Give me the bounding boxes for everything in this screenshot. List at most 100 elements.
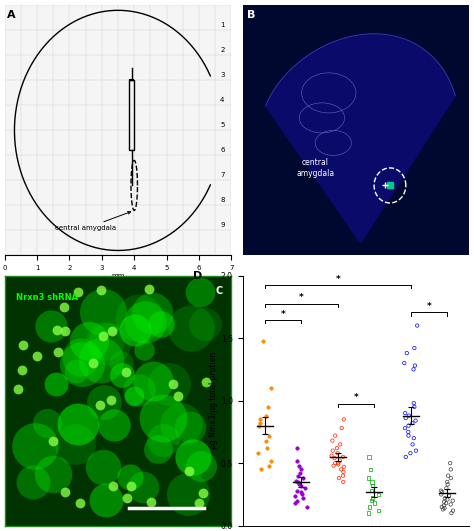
Point (299, 474, 306, 482)
Point (340, 463, 347, 471)
Point (328, 436, 336, 445)
Point (447, 500, 455, 509)
Text: *: * (299, 294, 303, 302)
Point (331, 454, 338, 463)
Text: Nrxn3 shRNA: Nrxn3 shRNA (16, 293, 78, 302)
Text: central
amygdala: central amygdala (296, 158, 334, 178)
Point (409, 440, 416, 449)
Point (412, 416, 419, 425)
Point (97, 286, 105, 295)
Point (267, 384, 274, 392)
Text: 9: 9 (220, 222, 225, 228)
Point (441, 504, 448, 512)
Point (259, 336, 267, 345)
Point (117, 359, 125, 367)
Point (410, 344, 418, 352)
Point (127, 482, 135, 490)
Point (177, 420, 184, 429)
Point (374, 507, 382, 515)
Text: *: * (354, 393, 358, 402)
Point (188, 324, 195, 332)
Point (411, 361, 419, 370)
Point (29, 478, 36, 486)
Point (375, 490, 383, 499)
Text: 8: 8 (220, 198, 225, 203)
Point (200, 489, 207, 497)
Point (135, 386, 143, 395)
Point (331, 431, 339, 440)
Point (293, 496, 301, 505)
Point (292, 499, 299, 508)
Point (335, 460, 342, 469)
Point (196, 287, 204, 296)
Point (339, 478, 347, 486)
Point (107, 396, 114, 404)
Point (49, 436, 57, 445)
Point (296, 480, 303, 489)
Point (449, 507, 457, 515)
Point (301, 484, 309, 492)
Text: *: * (281, 310, 285, 319)
Point (295, 478, 302, 486)
Point (441, 494, 449, 502)
Point (72, 367, 80, 375)
Point (157, 320, 164, 329)
Point (187, 422, 194, 431)
Text: *: * (427, 302, 431, 311)
Point (99, 308, 107, 316)
Point (108, 327, 115, 336)
Point (256, 415, 264, 424)
Point (100, 463, 107, 472)
Point (438, 490, 445, 499)
Point (185, 467, 192, 475)
Point (366, 465, 374, 474)
Point (265, 461, 273, 470)
Point (410, 434, 418, 442)
Point (118, 371, 126, 380)
Point (123, 494, 130, 502)
Point (447, 509, 455, 517)
Point (365, 509, 373, 517)
Point (159, 414, 166, 422)
Point (142, 318, 149, 326)
Point (257, 465, 264, 474)
Text: central amygdala: central amygdala (55, 211, 131, 232)
Point (165, 380, 173, 388)
Point (85, 337, 92, 346)
Point (267, 456, 274, 465)
X-axis label: mm: mm (111, 272, 125, 279)
Point (297, 482, 304, 490)
Point (262, 436, 270, 445)
Point (401, 409, 409, 417)
Point (255, 449, 262, 457)
Point (405, 412, 413, 420)
Point (440, 498, 448, 506)
Bar (129, 80, 134, 150)
Point (201, 320, 209, 328)
Point (444, 472, 452, 480)
Point (369, 482, 376, 490)
Point (337, 440, 344, 449)
Point (71, 440, 78, 448)
Point (334, 459, 342, 467)
Point (365, 474, 372, 482)
Point (401, 424, 409, 432)
Text: A: A (7, 10, 16, 20)
Point (265, 431, 273, 440)
Point (33, 352, 41, 360)
Point (19, 341, 27, 350)
Point (264, 402, 272, 411)
Point (293, 456, 301, 465)
Point (334, 449, 341, 457)
Point (97, 356, 105, 364)
Point (369, 494, 376, 502)
Point (410, 399, 418, 407)
Point (409, 419, 416, 427)
Point (100, 398, 108, 406)
Point (130, 391, 138, 400)
Point (339, 472, 346, 480)
Point (102, 495, 109, 504)
Point (329, 447, 337, 455)
Point (55, 347, 62, 356)
Text: 2: 2 (220, 47, 225, 53)
